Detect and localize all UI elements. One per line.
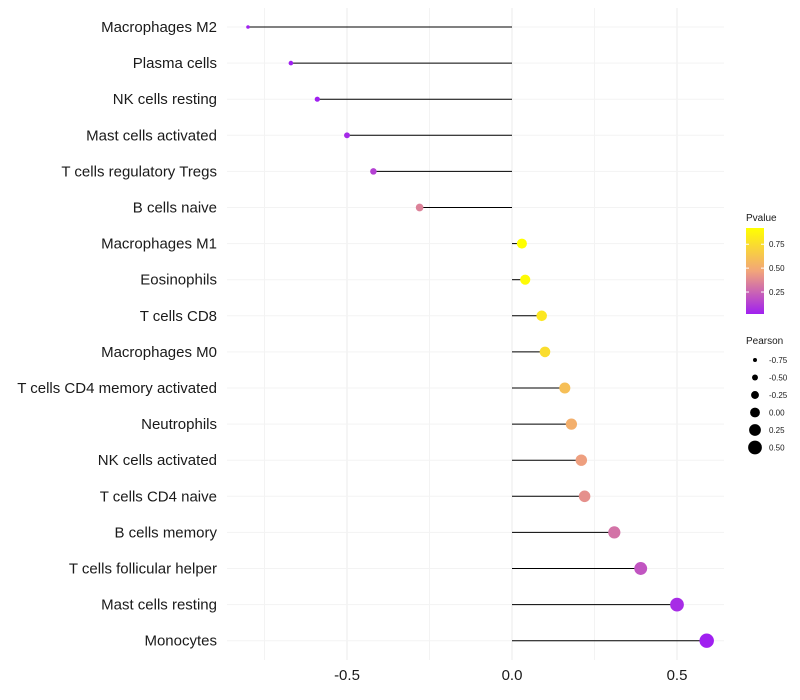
category-label: T cells CD8 [140,308,217,325]
lollipop-point [344,132,350,139]
pvalue-colorbar [746,228,764,314]
pearson-legend-label: 0.25 [769,426,785,435]
category-label: NK cells activated [98,452,217,469]
pearson-legend-dot [749,424,761,436]
category-label: Macrophages M1 [101,236,217,253]
pearson-legend-label: -0.75 [769,356,788,365]
x-tick-label: -0.5 [334,667,360,684]
category-label: T cells follicular helper [69,561,217,578]
category-label: B cells naive [133,200,217,217]
category-label: Mast cells activated [86,127,217,144]
pearson-legend-dot [748,440,762,455]
lollipop-point [559,382,571,394]
category-label: Mast cells resting [101,597,217,614]
pearson-legend-label: -0.50 [769,374,788,383]
lollipop-point [516,238,527,249]
category-label: B cells memory [114,524,217,541]
category-label: Macrophages M2 [101,19,217,36]
category-label: T cells CD4 memory activated [17,380,217,397]
lollipop-point [699,633,714,648]
category-label: NK cells resting [113,91,217,108]
category-label: Monocytes [144,633,217,650]
legend-title-pvalue: Pvalue [746,213,777,224]
lollipop-point [578,490,591,503]
pearson-legend-label: 0.00 [769,409,785,418]
colorbar-tick-label: 0.25 [769,288,785,297]
pearson-legend-dot [751,391,759,399]
legend-title-pearson: Pearson [746,336,783,347]
category-label: Macrophages M0 [101,344,217,361]
lollipop-point [536,310,547,322]
category-label: Neutrophils [141,416,217,433]
pearson-legend-dot [750,407,760,418]
lollipop-point [608,526,621,539]
category-label: Plasma cells [133,55,217,72]
lollipop-point [370,168,377,175]
lollipop-point [246,25,250,29]
x-tick-label: 0.5 [667,667,688,684]
lollipop-point [634,562,648,575]
pearson-legend-label: -0.25 [769,391,788,400]
lollipop-point [415,203,424,212]
lollipop-point [520,274,531,285]
lollipop-point [670,597,684,612]
x-tick-label: 0.0 [502,667,523,684]
pearson-legend-label: 0.50 [769,444,785,453]
lollipop-point [565,418,578,430]
category-label: T cells CD4 naive [100,488,217,505]
lollipop-point [539,346,551,358]
lollipop-point [575,454,588,466]
category-label: Eosinophils [140,272,217,289]
colorbar-tick-label: 0.50 [769,264,785,273]
pearson-legend-dot [753,358,757,362]
pearson-legend-dot [752,374,758,381]
colorbar-tick-label: 0.75 [769,240,785,249]
category-label: T cells regulatory Tregs [61,163,217,180]
lollipop-point [314,96,320,102]
lollipop-point [288,60,294,66]
